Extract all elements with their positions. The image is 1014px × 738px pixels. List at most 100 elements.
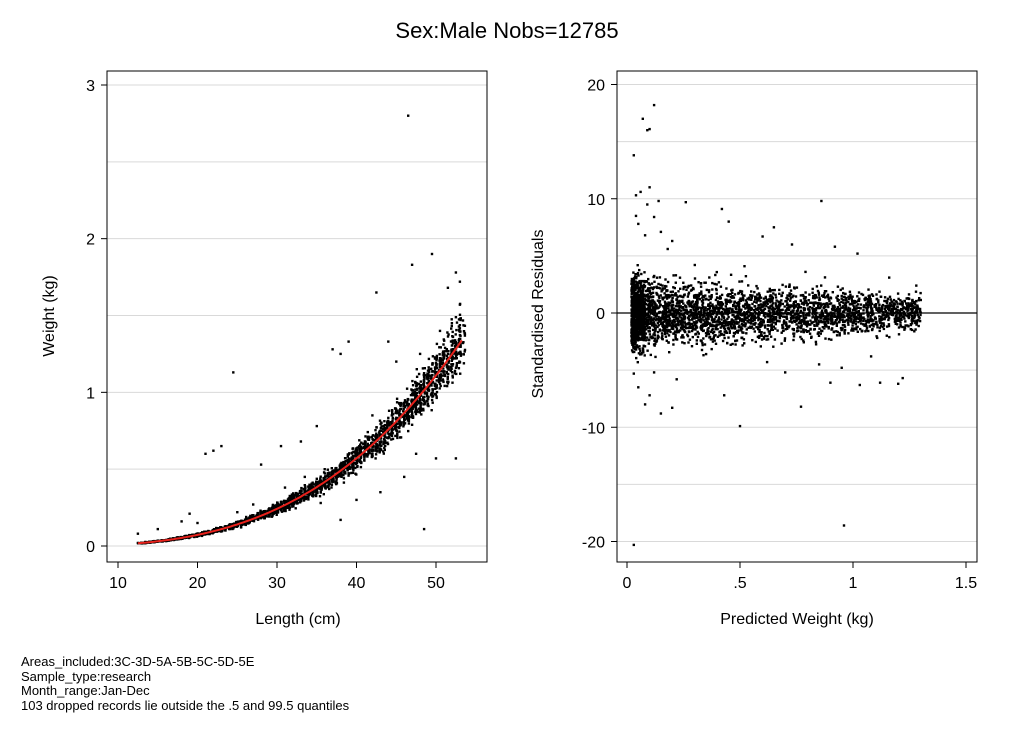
left-bulk-point — [283, 508, 286, 511]
right-bulk-point — [664, 335, 668, 338]
left-bulk-point — [426, 394, 429, 398]
right-bulk-point — [867, 313, 870, 316]
right-bulk-point — [838, 302, 841, 305]
left-bulk-point — [438, 358, 442, 362]
left-bulk-point — [391, 420, 394, 423]
left-y-axis-label: Weight (kg) — [41, 275, 58, 357]
right-bulk-point — [812, 304, 815, 307]
right-bulk-point — [763, 307, 767, 311]
left-bulk-point — [403, 399, 407, 402]
right-bulk-point — [886, 325, 889, 328]
right-bulk-point — [672, 332, 676, 335]
right-bulk-point — [732, 314, 735, 317]
right-bulk-point — [704, 298, 707, 301]
left-bulk-point — [427, 404, 430, 408]
right-bulk-point — [696, 316, 699, 319]
right-bulk-point — [785, 317, 789, 321]
right-bulk-point — [753, 300, 756, 303]
right-bulk-point — [870, 302, 874, 305]
right-bulk-point — [696, 297, 699, 300]
left-bulk-point — [335, 477, 338, 481]
right-bulk-point — [667, 301, 670, 304]
right-bulk-point — [832, 330, 836, 334]
left-bulk-point — [455, 372, 458, 376]
right-bulk-point — [672, 325, 676, 328]
left-bulk-point — [427, 357, 431, 361]
right-bulk-point — [661, 323, 665, 326]
left-bulk-point — [405, 387, 409, 390]
right-bulk-point — [852, 319, 856, 322]
left-bulk-point — [455, 357, 458, 360]
left-bulk-point — [342, 474, 345, 477]
left-bulk-point — [431, 394, 435, 398]
right-bulk-point — [636, 264, 639, 267]
right-bulk-point — [738, 305, 741, 309]
right-bulk-point — [795, 323, 798, 326]
right-bulk-point — [859, 322, 863, 325]
left-bulk-point — [425, 375, 429, 379]
right-bulk-point — [848, 308, 851, 312]
left-bulk-point — [403, 413, 406, 417]
left-bulk-point — [371, 454, 374, 457]
right-bulk-point — [798, 306, 802, 309]
left-bulk-point — [276, 502, 280, 506]
left-bulk-point — [430, 367, 433, 370]
right-bulk-point — [680, 321, 683, 324]
right-bulk-point — [843, 328, 847, 332]
left-bulk-point — [374, 429, 377, 432]
right-bulk-point — [667, 329, 670, 333]
left-bulk-point — [275, 509, 278, 513]
right-bulk-point — [797, 304, 800, 308]
right-bulk-point — [657, 286, 661, 290]
right-bulk-point — [907, 297, 910, 300]
right-bulk-point — [902, 315, 905, 318]
left-bulk-point — [454, 353, 457, 356]
left-bulk-point — [331, 469, 334, 473]
left-bulk-point — [312, 486, 316, 489]
right-bulk-point — [852, 315, 855, 318]
right-bulk-point — [789, 297, 792, 300]
right-bulk-point — [904, 324, 907, 327]
right-bulk-point — [838, 304, 842, 307]
right-bulk-point — [886, 304, 889, 307]
right-bulk-point — [814, 301, 817, 304]
left-bulk-point — [387, 435, 390, 439]
right-bulk-point — [722, 316, 726, 320]
left-bulk-point — [354, 450, 357, 453]
right-bulk-point — [647, 300, 650, 303]
left-bulk-point — [445, 363, 449, 366]
right-bulk-point — [823, 327, 826, 330]
left-bulk-point — [413, 402, 417, 406]
right-bulk-point — [693, 277, 697, 280]
right-bulk-point — [646, 287, 650, 290]
right-bulk-point — [817, 319, 820, 322]
left-bulk-point — [296, 492, 299, 495]
right-bulk-point — [707, 315, 710, 319]
right-bulk-point — [836, 299, 839, 302]
right-bulk-point — [823, 276, 827, 279]
right-bulk-point — [665, 297, 669, 300]
left-bulk-point — [359, 443, 362, 446]
right-bulk-point — [882, 324, 886, 327]
right-bulk-point — [911, 304, 914, 308]
right-bulk-point — [739, 326, 743, 329]
right-bulk-point — [766, 338, 770, 341]
left-bulk-point — [415, 375, 419, 378]
right-bulk-point — [675, 327, 679, 330]
right-bulk-point — [717, 281, 721, 284]
right-bulk-point — [899, 299, 902, 302]
right-bulk-point — [822, 320, 826, 324]
left-bulk-point — [438, 346, 441, 349]
left-bulk-point — [316, 487, 319, 490]
right-bulk-point — [702, 319, 705, 322]
left-bulk-point — [268, 513, 271, 516]
right-bulk-point — [652, 333, 655, 336]
right-bulk-point — [703, 315, 706, 318]
right-bulk-point — [827, 321, 830, 325]
right-bulk-point — [664, 278, 667, 281]
right-bulk-point — [673, 294, 676, 297]
right-bulk-point — [663, 300, 667, 303]
left-bulk-point — [252, 514, 255, 517]
right-bulk-point — [651, 318, 654, 322]
left-bulk-point — [406, 410, 409, 413]
